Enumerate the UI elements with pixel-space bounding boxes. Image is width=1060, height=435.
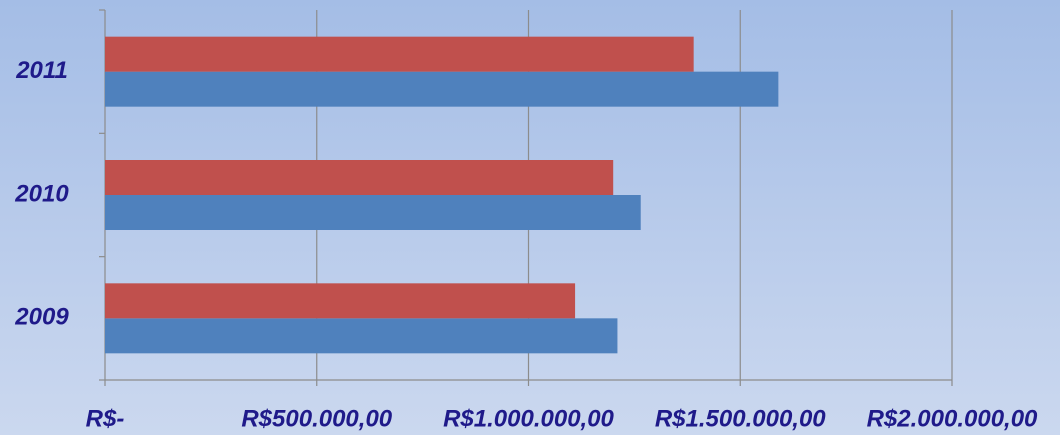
- bar: [105, 318, 618, 354]
- bar: [105, 160, 614, 195]
- bar: [105, 283, 576, 319]
- x-tick-label: R$500.000,00: [241, 405, 392, 432]
- x-tick-label: R$2.000.000,00: [867, 405, 1038, 432]
- y-tick-label: 2009: [14, 304, 69, 331]
- x-tick-label: R$-: [86, 405, 125, 432]
- bar: [105, 36, 694, 72]
- bar: [105, 195, 641, 230]
- bar: [105, 71, 779, 107]
- x-tick-label: R$1.000.000,00: [443, 405, 614, 432]
- y-tick-label: 2010: [14, 180, 69, 207]
- y-tick-label: 2011: [15, 57, 68, 84]
- x-tick-label: R$1.500.000,00: [655, 405, 826, 432]
